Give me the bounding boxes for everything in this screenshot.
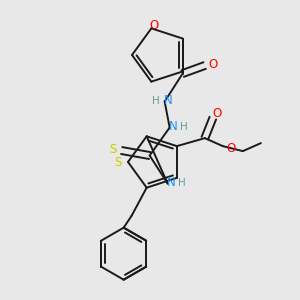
Text: N: N (167, 176, 176, 189)
Text: H: H (180, 122, 188, 131)
Text: N: N (164, 94, 173, 107)
Text: S: S (109, 143, 116, 156)
Text: H: H (152, 95, 160, 106)
Text: O: O (208, 58, 217, 71)
Text: O: O (226, 142, 236, 154)
Text: O: O (150, 19, 159, 32)
Text: N: N (169, 120, 178, 133)
Text: H: H (178, 178, 185, 188)
Text: O: O (212, 106, 221, 120)
Text: S: S (114, 155, 122, 169)
